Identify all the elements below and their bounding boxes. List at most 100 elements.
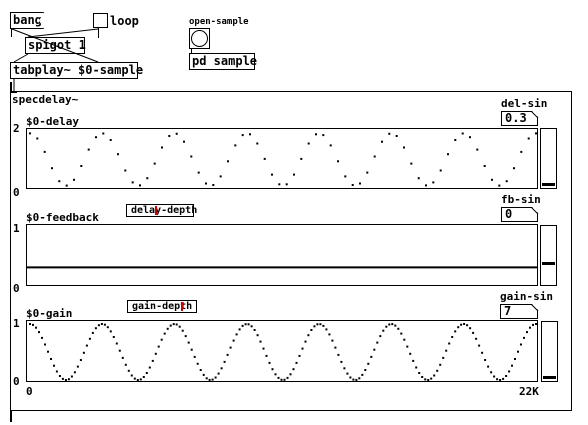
gain-point [211, 378, 214, 381]
gain-point [442, 356, 445, 359]
gain-point [142, 376, 145, 378]
gain-point [358, 377, 361, 380]
gain-point [301, 347, 304, 350]
gain-point [463, 323, 466, 325]
gain-point [53, 364, 55, 367]
delay-point [293, 173, 295, 176]
gain-point [148, 366, 151, 369]
gain-point [172, 323, 175, 326]
delay-vslider-knob[interactable] [542, 182, 555, 186]
gain-point [283, 378, 286, 381]
gain-point [226, 353, 229, 356]
delay-point [469, 136, 471, 139]
delay-point [212, 184, 215, 186]
gain-vslider-knob[interactable] [543, 375, 556, 379]
delay-depth-hslider[interactable]: delay-depth [126, 204, 197, 217]
feedback-array-graph[interactable] [26, 224, 538, 286]
gain-point [328, 333, 331, 336]
del-sin-number[interactable]: 0.3 [501, 111, 538, 126]
delay-point [454, 139, 457, 141]
gain-sin-label: gain-sin [500, 290, 553, 303]
delay-point [190, 155, 193, 158]
gain-depth-hslider[interactable]: gain-depth [127, 300, 197, 313]
delay-point [234, 144, 237, 147]
gain-point [421, 376, 424, 378]
gain-point [205, 377, 208, 380]
gain-point [97, 324, 100, 327]
gain-point [403, 338, 406, 341]
delay-point [366, 171, 369, 174]
delay-array-name: $0-delay [26, 115, 79, 128]
gain-sin-number[interactable]: 7 [500, 304, 538, 319]
delay-point [131, 181, 134, 184]
gain-point [196, 362, 199, 365]
delay-vslider[interactable] [540, 128, 557, 189]
delay-point [315, 133, 317, 136]
feedback-vslider-knob[interactable] [542, 261, 555, 265]
gain-point [355, 378, 358, 381]
pd-sample-label: pd sample [192, 54, 258, 68]
delay-point [168, 135, 171, 137]
gain-depth-knob[interactable] [181, 302, 184, 311]
gain-point [481, 351, 484, 354]
gain-point [382, 329, 385, 332]
gain-point [337, 353, 340, 356]
specdelay-inlet [10, 91, 17, 93]
gain-point [214, 376, 217, 379]
gain-point [41, 336, 43, 339]
gain-point [88, 337, 91, 340]
tabplay-object[interactable]: tabplay~ $0-sample [10, 62, 143, 79]
gain-vslider[interactable] [541, 321, 558, 382]
delay-point [527, 137, 530, 140]
gain-point [319, 323, 322, 326]
gain-point [457, 326, 460, 329]
gain-point [340, 360, 343, 363]
feedback-array-name: $0-feedback [26, 211, 99, 224]
feedback-ymax-label: 1 [13, 222, 20, 235]
gain-point [313, 325, 316, 328]
gain-point [187, 341, 190, 344]
feedback-vslider[interactable] [540, 225, 557, 286]
delay-point [102, 132, 105, 135]
gain-point [424, 378, 427, 381]
gain-point [73, 371, 76, 374]
gain-point [448, 342, 451, 345]
gain-point [349, 376, 352, 379]
loop-toggle[interactable] [93, 13, 108, 28]
delay-depth-knob[interactable] [155, 206, 158, 215]
gain-point [487, 365, 490, 368]
gain-array-name: $0-gain [26, 307, 73, 320]
gain-point [280, 378, 283, 381]
gain-point [238, 328, 241, 331]
delay-point [65, 184, 68, 187]
delay-point [51, 167, 53, 170]
specdelay-title: specdelay~ [12, 93, 79, 106]
gain-point [130, 374, 133, 377]
gain-point [50, 358, 52, 360]
delay-point [425, 184, 427, 187]
gain-point [115, 342, 118, 345]
delay-point [307, 142, 310, 145]
delay-point [36, 137, 39, 140]
fb-sin-number[interactable]: 0 [501, 207, 538, 222]
gain-array-graph[interactable] [26, 320, 538, 382]
gain-point [181, 329, 184, 332]
gain-point [343, 367, 346, 370]
gain-point [163, 332, 166, 335]
gain-point [256, 334, 259, 337]
delay-point [439, 169, 442, 172]
gain-point [29, 323, 31, 325]
gain-point [109, 330, 112, 333]
delay-point [432, 181, 435, 184]
gain-point [271, 368, 274, 371]
gain-depth-label: gain-depth [132, 301, 193, 312]
gain-point [526, 331, 528, 334]
delay-array-graph[interactable] [26, 128, 538, 189]
gain-ymin-label: 0 [13, 375, 20, 388]
delay-point [183, 140, 185, 143]
gain-point [304, 340, 307, 343]
open-sample-bang[interactable] [189, 28, 210, 49]
pd-sample-object[interactable]: pd sample [189, 53, 258, 70]
gain-point [76, 365, 79, 368]
